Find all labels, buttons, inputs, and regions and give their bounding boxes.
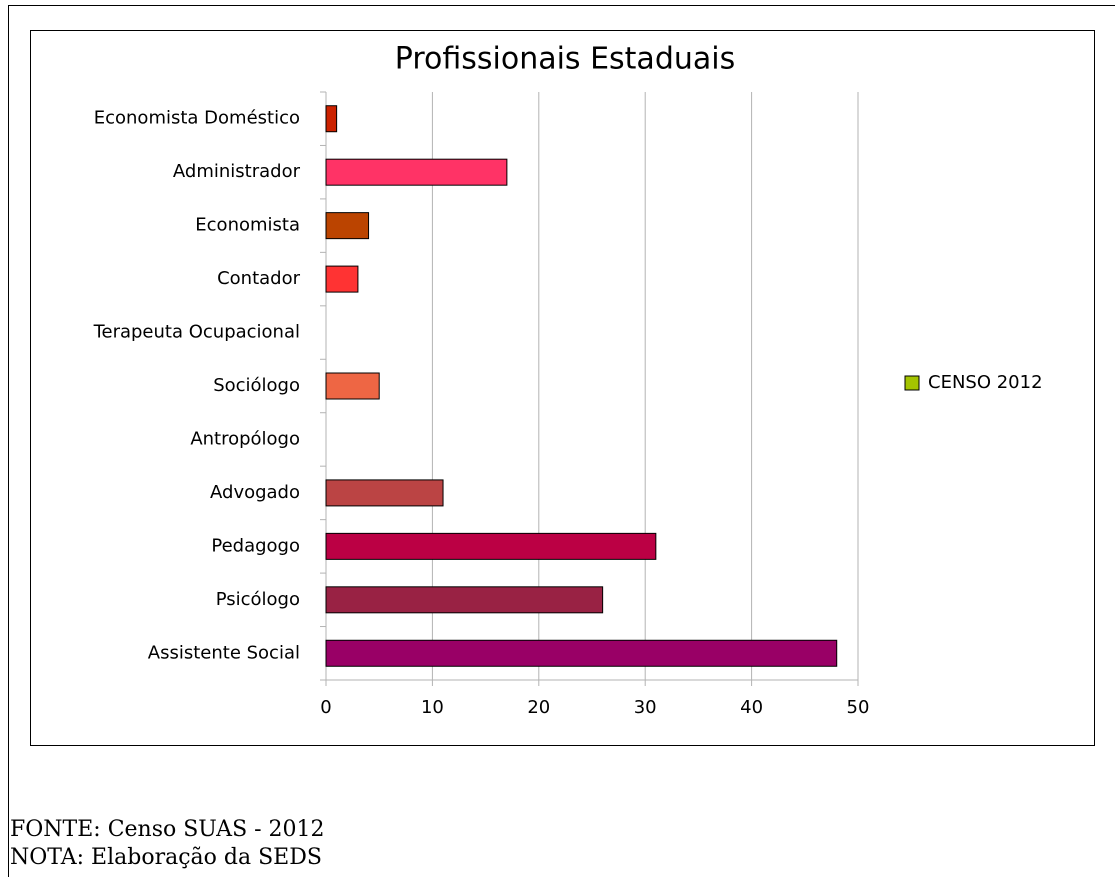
bar xyxy=(325,372,380,400)
legend-label: CENSO 2012 xyxy=(928,372,1043,393)
chart-border xyxy=(30,30,1095,746)
x-tick-label: 40 xyxy=(740,697,763,718)
y-tick-label: Economista xyxy=(195,215,300,236)
y-tick-label: Economista Doméstico xyxy=(94,108,300,129)
footer-note: NOTA: Elaboração da SEDS xyxy=(10,845,322,870)
x-tick-label: 0 xyxy=(320,697,331,718)
y-tick-label: Psicólogo xyxy=(216,589,300,610)
legend-swatch xyxy=(904,375,920,391)
x-tick-label: 10 xyxy=(421,697,444,718)
footer-source: FONTE: Censo SUAS - 2012 xyxy=(10,817,325,842)
y-tick-label: Terapeuta Ocupacional xyxy=(93,322,300,343)
bar xyxy=(325,586,604,614)
x-tick-label: 20 xyxy=(527,697,550,718)
y-tick-label: Antropólogo xyxy=(190,428,300,449)
chart-title: Profissionais Estaduais xyxy=(395,42,735,77)
y-tick-label: Advogado xyxy=(210,482,300,503)
y-tick-label: Administrador xyxy=(173,161,301,182)
y-tick-label: Sociólogo xyxy=(213,375,300,396)
y-tick-label: Pedagogo xyxy=(211,535,300,556)
bar xyxy=(325,639,838,667)
bar xyxy=(325,479,444,507)
y-tick-label: Assistente Social xyxy=(148,642,300,663)
bar xyxy=(325,212,370,240)
x-tick-label: 50 xyxy=(847,697,870,718)
bar xyxy=(325,158,508,186)
x-tick-label: 30 xyxy=(634,697,657,718)
bar xyxy=(325,532,657,560)
y-tick-label: Contador xyxy=(217,268,301,289)
bar xyxy=(325,265,359,293)
bar xyxy=(325,105,338,133)
